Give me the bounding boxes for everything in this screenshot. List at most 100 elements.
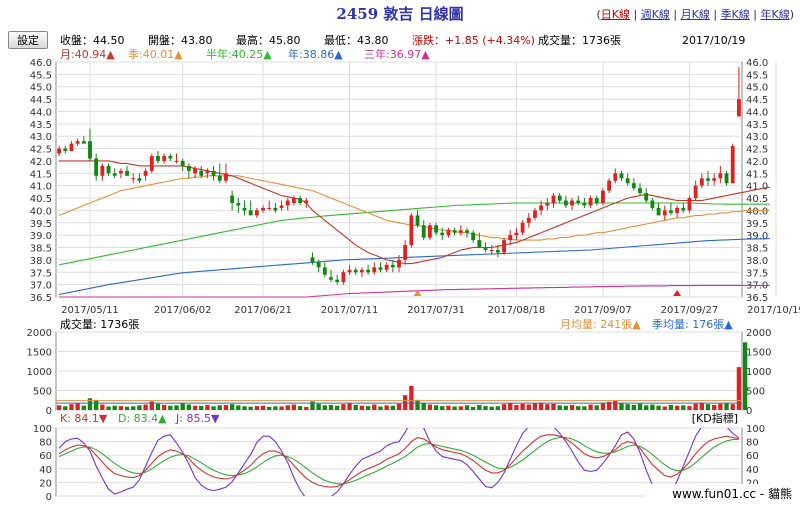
date-tick: 2017/06/02 [154,305,212,316]
price-tick-right: 45.0 [746,83,768,94]
candle-body [576,200,581,203]
volume-bar [267,406,272,410]
volume-tick-right: 500 [746,387,765,398]
kd-k-line [58,434,740,488]
candle-body [112,173,117,176]
kd-tick-right: 100 [746,424,765,435]
price-tick-left: 40.5 [30,194,52,205]
price-tick-right: 37.0 [746,281,768,292]
period-link-week[interactable]: 週K線 [640,8,670,21]
price-tick-left: 39.0 [30,231,52,242]
candle-body [712,178,717,181]
price-tick-left: 37.0 [30,281,52,292]
volume-bar [538,402,544,410]
volume-bar [285,405,290,410]
candle-body [427,225,432,238]
candle-body [656,207,661,216]
price-tick-left: 43.5 [30,120,52,131]
candle-body [267,207,272,209]
period-link-quarter[interactable]: 季K線 [720,8,750,21]
candle-body [520,222,525,233]
volume-bar [662,406,667,410]
price-tick-left: 41.5 [30,169,52,180]
candle-body [100,165,105,176]
volume-bar [106,406,111,410]
candle-body [588,198,593,206]
volume-bar [81,405,86,410]
volume-legend: 成交量: 1736張 [60,317,139,331]
volume-bar [161,404,167,410]
price-tick-right: 41.5 [746,169,768,180]
candle-body [199,170,204,176]
candle-body [242,207,247,211]
volume-bar [403,395,408,410]
volume-bar [730,404,735,410]
candle-body [397,259,401,268]
kd-tick-right: 20 [746,478,759,489]
quote-high: 最高：45.80 [236,33,301,47]
candle-body [539,205,544,211]
candle-body [353,269,358,273]
price-tick-left: 39.5 [30,219,52,230]
volume-bar [742,342,748,410]
kd-tick-left: 60 [39,451,52,462]
period-link-month[interactable]: 月K線 [680,8,710,21]
volume-bar [112,405,117,410]
period-link-day[interactable]: 日K線 [600,8,631,21]
candle-body [118,170,123,174]
settings-button[interactable]: 設定 [8,31,48,49]
volume-bar [718,403,723,410]
volume-bar [446,405,451,410]
candle-body [149,156,154,171]
volume-bar [563,405,569,410]
volume-bar [724,402,729,410]
volume-tick-left: 500 [33,387,52,398]
volume-bar [674,405,680,410]
candle-body [607,180,612,191]
ma-3year-line [59,284,770,298]
volume-bar [470,406,476,410]
period-link-year[interactable]: 年K線 [760,8,790,21]
candle-body [440,232,445,236]
price-tick-right: 40.5 [746,194,768,205]
volume-bar [650,404,655,410]
candle-body [341,272,346,283]
candle-body [687,198,692,211]
ma-year-line [58,238,770,296]
signal-marker [413,290,422,296]
volume-bar [174,405,179,410]
volume-bar [100,404,105,410]
volume-bar [310,401,315,410]
quote-volume: 成交量：1736張 [538,33,621,47]
candle-body [261,207,265,211]
volume-bar [409,385,414,410]
ma-legend-0: 月:40.94▲ [60,48,115,61]
volume-bar [705,404,711,410]
price-tick-left: 44.5 [30,95,52,106]
ma-legend-1: 季:40.01▲ [128,48,183,61]
volume-bar [328,404,334,410]
candle-body [409,215,414,246]
volume-bar [118,406,124,410]
candle-body [489,250,494,251]
price-tick-left: 40.0 [30,206,52,217]
volume-bar [378,406,383,410]
volume-bar [415,399,420,410]
price-tick-right: 38.5 [746,244,768,255]
volume-tick-right: 0 [746,406,752,417]
volume-bar [613,400,618,410]
ma-month-line [59,160,770,265]
candle-body [174,160,179,162]
quote-close: 收盤：44.50 [60,33,125,47]
date-tick: 2017/09/27 [661,305,719,316]
date-tick: 2017/10/19 [747,305,800,316]
volume-bar [631,404,637,410]
volume-tick-left: 2000 [27,328,52,339]
page-title: 2459 敦吉 日線圖 [336,5,464,23]
candle-body [81,141,86,144]
kd-legend-k: K: 84.1▼ [60,412,108,425]
volume-bar [396,403,402,410]
candle-body [403,245,408,260]
volume-bar [335,405,340,410]
volume-bar [63,406,68,410]
